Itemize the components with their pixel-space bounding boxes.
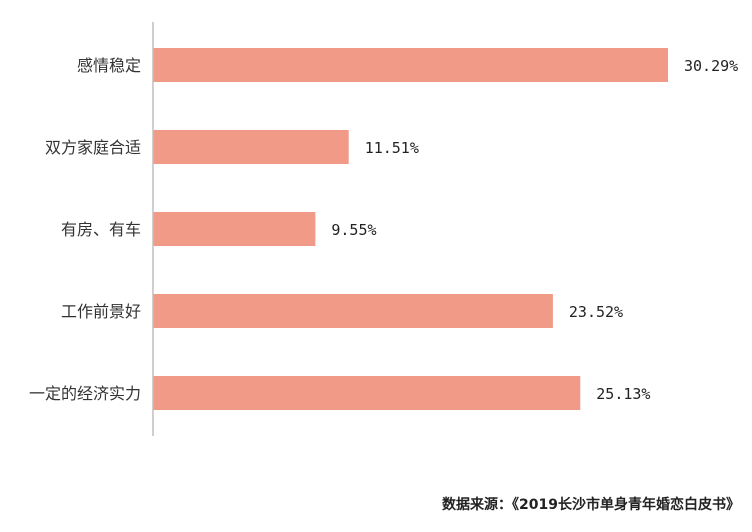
- value-label: 11.51%: [365, 139, 419, 157]
- value-label: 9.55%: [331, 221, 376, 239]
- bar: [153, 212, 316, 246]
- value-label: 25.13%: [596, 385, 650, 403]
- category-label: 有房、有车: [61, 220, 141, 239]
- bar: [153, 130, 349, 164]
- bar: [153, 294, 553, 328]
- category-label: 一定的经济实力: [29, 384, 141, 403]
- bar: [153, 48, 668, 82]
- category-label: 工作前景好: [61, 302, 141, 321]
- bars-group: [153, 48, 668, 410]
- source-note: 数据来源：《2019长沙市单身青年婚恋白皮书》: [442, 497, 740, 513]
- category-label: 双方家庭合适: [45, 138, 141, 157]
- value-label: 30.29%: [684, 57, 738, 75]
- bar: [153, 376, 581, 410]
- value-label: 23.52%: [569, 303, 623, 321]
- value-labels: 30.29% 11.51% 9.55% 23.52% 25.13%: [331, 57, 738, 403]
- category-label: 感情稳定: [77, 56, 141, 75]
